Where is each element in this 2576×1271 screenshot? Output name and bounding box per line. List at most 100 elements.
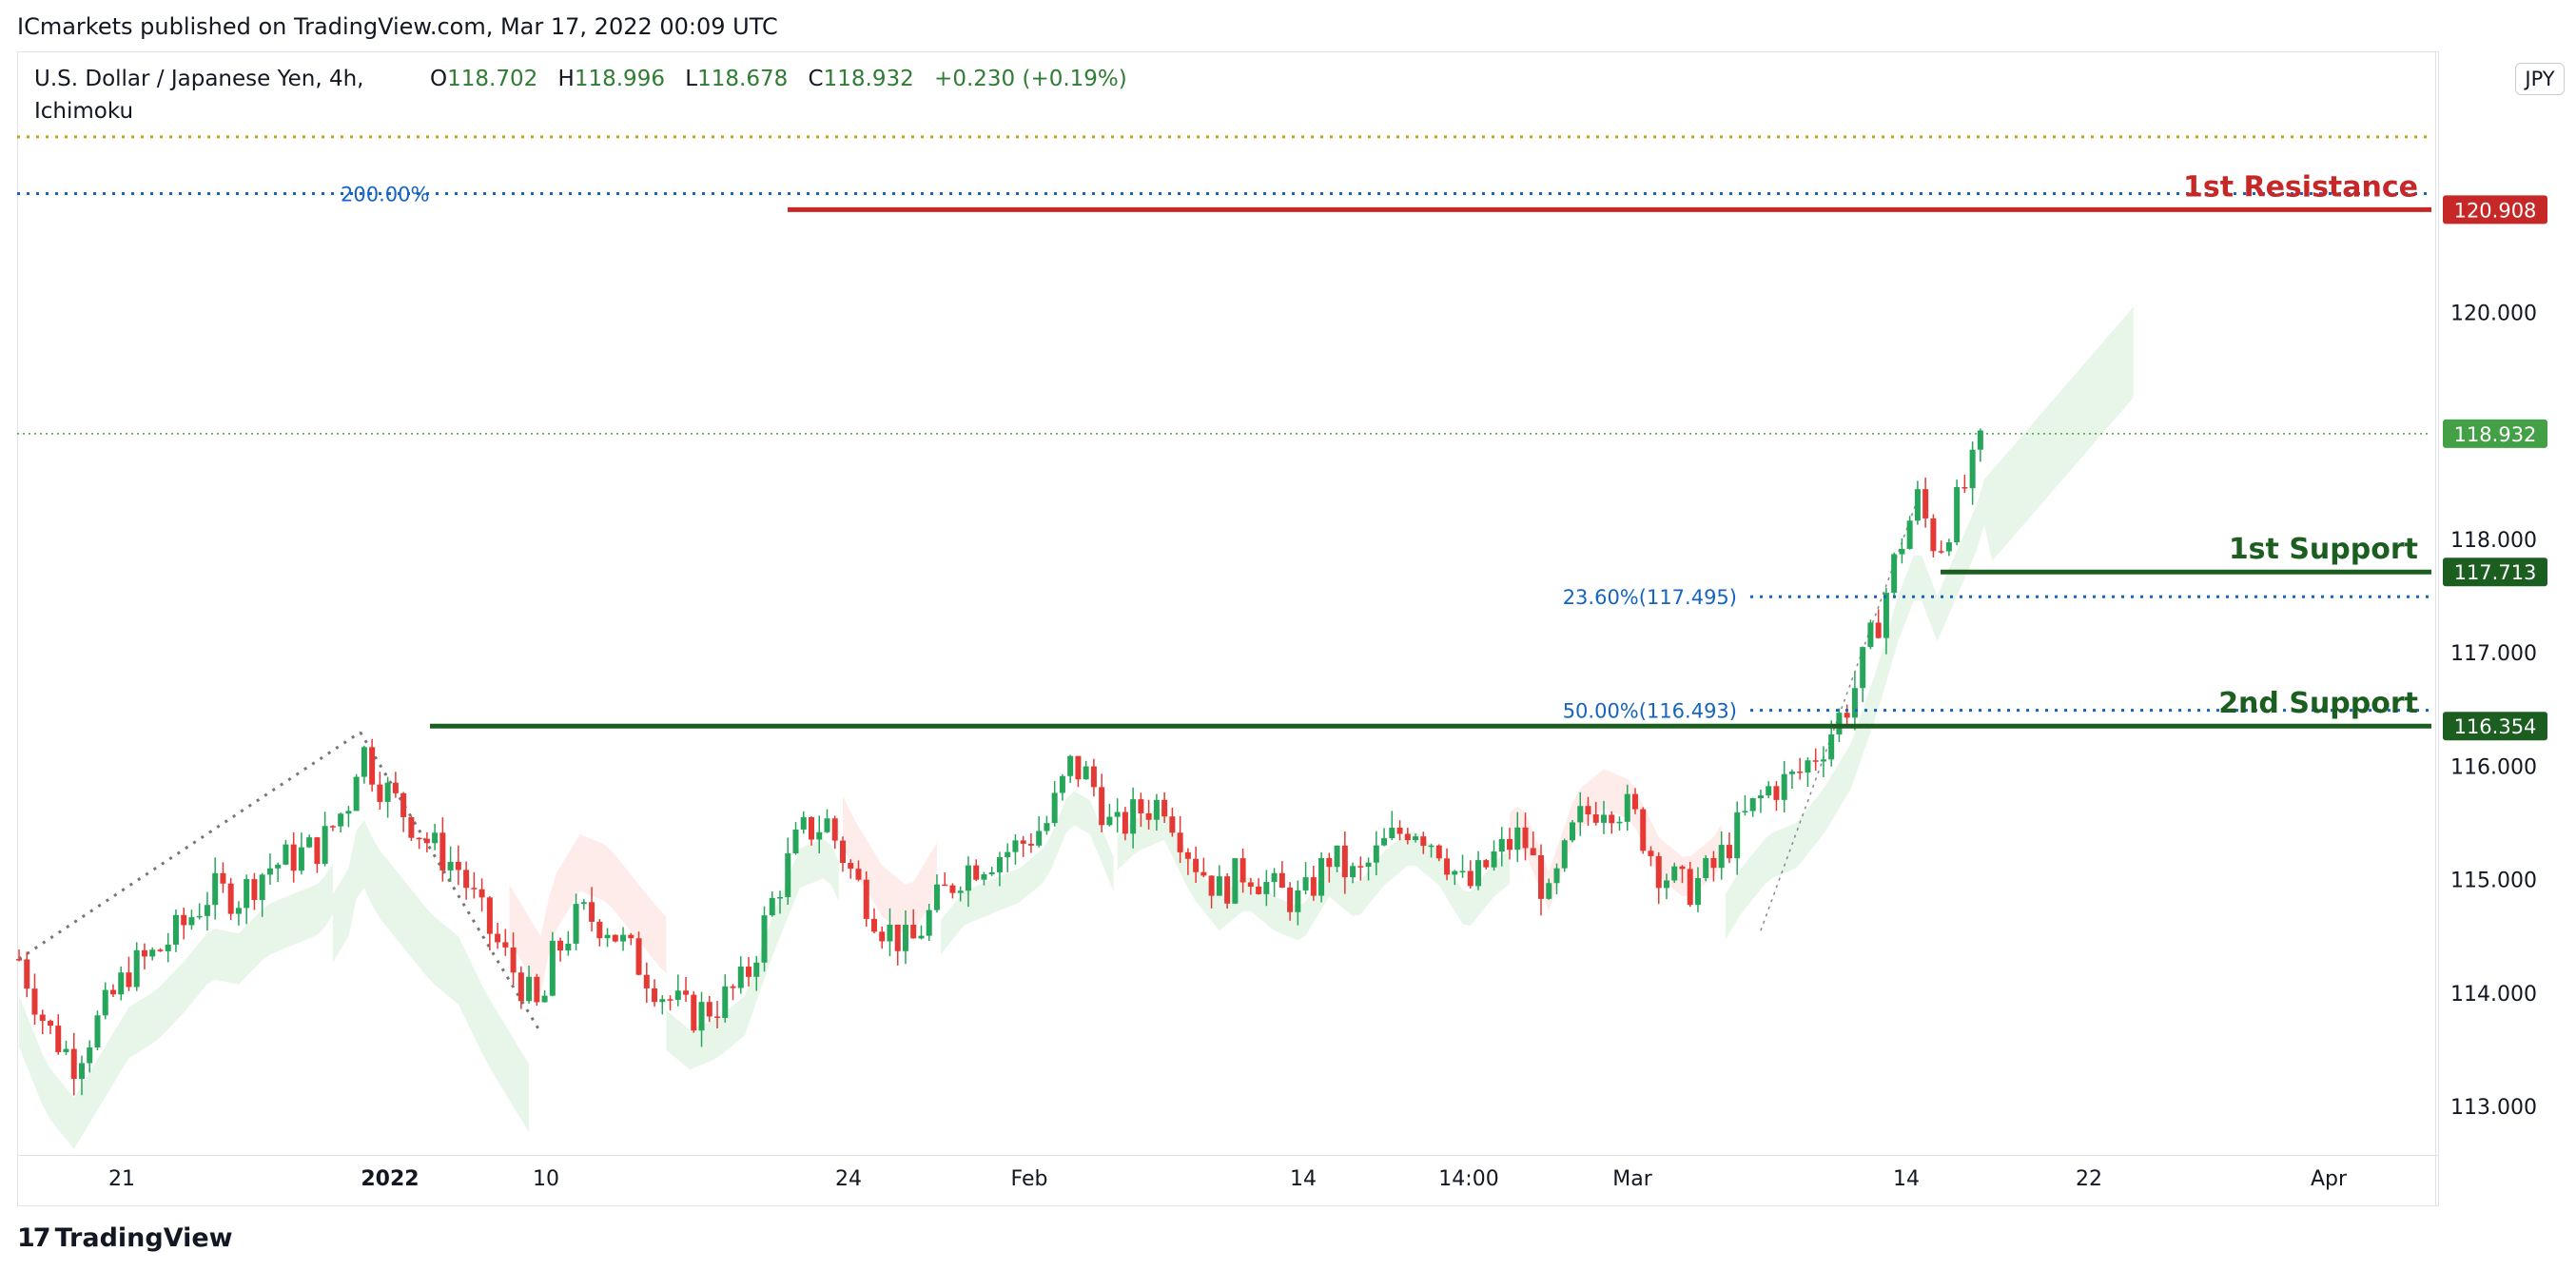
candle-body	[1734, 811, 1741, 859]
candle-body	[244, 879, 250, 909]
candle-body	[251, 879, 258, 901]
candle-body	[283, 844, 289, 865]
candle-body	[306, 837, 313, 848]
candle	[384, 776, 391, 818]
candle	[973, 859, 980, 882]
candle	[1404, 828, 1411, 845]
candle	[1797, 757, 1804, 780]
candle-body	[1553, 868, 1560, 884]
candle	[1051, 781, 1058, 827]
candle-body	[39, 1014, 46, 1022]
candle	[981, 871, 987, 886]
candle-body	[1648, 851, 1654, 856]
candle	[235, 901, 242, 926]
candle	[557, 937, 564, 962]
candle	[55, 1014, 62, 1055]
candle	[1781, 760, 1787, 813]
candle	[612, 934, 618, 943]
candle-body	[918, 935, 925, 939]
trend-lines	[18, 488, 1922, 1034]
candle	[408, 815, 415, 842]
candle	[1961, 475, 1968, 494]
candle-body	[78, 1063, 85, 1080]
candle-body	[47, 1021, 53, 1027]
candle-body	[1906, 520, 1913, 549]
candle	[126, 956, 132, 991]
candle	[290, 831, 297, 883]
candle	[534, 973, 540, 1007]
candle-body	[1404, 833, 1411, 841]
candle-body	[1969, 449, 1976, 489]
ohlc-readout: O118.702 H118.996 L118.678 C118.932 +0.2…	[430, 67, 1127, 91]
candle-body	[463, 870, 470, 889]
candle-body	[517, 972, 524, 1002]
level-2-tag	[2443, 712, 2547, 741]
candle	[196, 903, 203, 920]
candle	[643, 962, 650, 1004]
time-tick-2: 10	[533, 1167, 559, 1191]
candle-body	[894, 924, 901, 951]
symbol-title[interactable]: U.S. Dollar / Japanese Yen, 4h,	[34, 67, 364, 91]
brand-name: TradingView	[54, 1223, 233, 1253]
tradingview-brand[interactable]: 17 TradingView	[17, 1223, 233, 1253]
candle	[1631, 788, 1638, 814]
candle-body	[1161, 799, 1168, 817]
candle-body	[777, 896, 784, 899]
candle	[1514, 811, 1521, 863]
candle-body	[1498, 838, 1505, 852]
candle-body	[361, 747, 367, 777]
candle-body	[1860, 647, 1866, 689]
candle	[1773, 781, 1780, 811]
candle	[831, 815, 838, 850]
candle-body	[408, 816, 415, 838]
close-label: C	[808, 67, 824, 91]
candle-body	[541, 995, 548, 1003]
candle	[918, 925, 925, 940]
candle-body	[495, 933, 501, 943]
candle-body	[1522, 827, 1529, 849]
candle-body	[439, 832, 446, 870]
time-tick-5: 14	[1290, 1167, 1317, 1191]
fib-label-0: 200.00%	[341, 183, 429, 205]
candle-body	[1491, 851, 1497, 868]
candle-body	[1687, 869, 1693, 906]
candle	[1130, 787, 1137, 849]
candle	[1945, 538, 1952, 557]
candle	[306, 834, 313, 849]
candle	[1059, 773, 1065, 801]
currency-button[interactable]: JPY	[2515, 63, 2565, 95]
candle	[47, 1019, 53, 1035]
candle	[1671, 862, 1678, 884]
candle-body	[1341, 845, 1348, 878]
candle	[1867, 619, 1874, 650]
candle-body	[722, 986, 729, 1018]
candle-body	[1726, 845, 1732, 859]
candle	[1067, 754, 1074, 783]
candle	[714, 1001, 721, 1029]
candle-body	[181, 914, 187, 926]
ichimoku-cloud	[19, 306, 2134, 1149]
candle	[1381, 828, 1388, 847]
candle	[133, 942, 140, 991]
candle	[652, 979, 658, 1007]
candle	[1365, 857, 1372, 881]
candle-body	[1357, 866, 1364, 868]
candle-body	[1365, 862, 1372, 867]
candle	[1428, 843, 1434, 858]
candle-body	[1200, 871, 1207, 876]
candle-body	[338, 813, 344, 827]
chart-pane[interactable]	[17, 51, 2439, 1206]
candle	[1169, 807, 1176, 837]
candle	[1083, 760, 1089, 780]
candle-body	[792, 829, 799, 853]
candle-body	[1130, 799, 1137, 834]
candle	[369, 738, 376, 792]
candle-body	[667, 999, 673, 1001]
candle	[345, 806, 352, 828]
candle-body	[761, 915, 768, 963]
candle-body	[204, 905, 210, 916]
candle-body	[824, 818, 830, 832]
indicator-label[interactable]: Ichimoku	[34, 99, 134, 124]
candle	[1710, 851, 1717, 882]
